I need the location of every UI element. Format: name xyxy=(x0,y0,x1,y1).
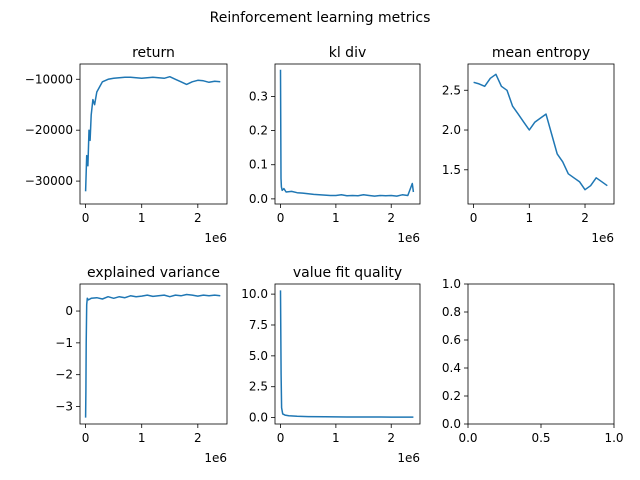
x-tick-label: 1 xyxy=(138,211,146,225)
y-tick-label: −3 xyxy=(55,400,73,414)
y-tick-label: 7.5 xyxy=(249,318,268,332)
x-tick-label: 1 xyxy=(332,211,340,225)
explained-variance-axes-frame xyxy=(79,283,228,425)
y-tick-label: 0.4 xyxy=(442,361,461,375)
x-tick-label: 0 xyxy=(277,211,285,225)
mean-entropy-series-line xyxy=(473,73,608,191)
x-offset-label: 1e6 xyxy=(204,231,227,245)
explained-variance-subplot: 0 1 2 −3 −2 −1 0 explained variance 1e6 xyxy=(55,265,228,465)
x-offset-label: 1e6 xyxy=(397,451,420,465)
y-tick-label: 1.5 xyxy=(442,163,461,177)
return-series-line xyxy=(84,75,221,192)
return-axes-frame xyxy=(79,63,228,205)
value-fit-quality-axes-frame xyxy=(274,283,421,425)
y-tick-label: −1 xyxy=(55,336,73,350)
x-tick-label: 1.0 xyxy=(604,431,623,445)
x-tick-label: 1 xyxy=(138,431,146,445)
x-tick-label: 1 xyxy=(332,431,340,445)
y-tick-label: 0.2 xyxy=(442,389,461,403)
y-tick-label: 0.6 xyxy=(442,333,461,347)
y-tick-label: 10.0 xyxy=(241,287,268,301)
value-fit-quality-subplot: 0 1 2 0.0 2.5 5.0 7.5 10.0 value fit quality 1e6 xyxy=(241,265,421,465)
x-tick-label: 0 xyxy=(277,431,285,445)
y-tick-label: 2.5 xyxy=(442,83,461,97)
x-tick-label: 0 xyxy=(82,211,90,225)
x-tick-label: 2 xyxy=(387,431,395,445)
subplot-title: kl div xyxy=(329,45,367,61)
empty-subplot: 0.0 0.5 1.0 0.0 0.2 0.4 0.6 0.8 1.0 xyxy=(442,277,624,445)
x-tick-label: 0.5 xyxy=(531,431,550,445)
x-tick-label: 0.0 xyxy=(458,431,477,445)
y-tick-label: −10000 xyxy=(25,72,73,86)
subplot-title: return xyxy=(132,45,175,61)
x-tick-label: 1 xyxy=(525,211,533,225)
x-offset-label: 1e6 xyxy=(591,231,614,245)
y-tick-label: −20000 xyxy=(25,123,73,137)
y-tick-label: 0 xyxy=(65,304,73,318)
kl-div-subplot: 0 1 2 0.0 0.1 0.2 0.3 kl div 1e6 xyxy=(249,45,421,245)
kl-div-axes-frame xyxy=(274,63,421,205)
subplot-title: value fit quality xyxy=(293,265,402,281)
y-tick-label: 0.0 xyxy=(249,411,268,425)
figure-title: Reinforcement learning metrics xyxy=(210,10,431,26)
return-subplot: 0 1 2 −30000 −20000 −10000 return 1e6 xyxy=(25,45,228,245)
explained-variance-series-line xyxy=(84,293,221,418)
x-tick-label: 2 xyxy=(194,211,202,225)
y-tick-label: −2 xyxy=(55,368,73,382)
y-tick-label: 0.2 xyxy=(249,124,268,138)
x-tick-label: 2 xyxy=(194,431,202,445)
y-tick-label: 0.1 xyxy=(249,158,268,172)
x-tick-label: 0 xyxy=(470,211,478,225)
y-tick-label: 2.5 xyxy=(249,380,268,394)
subplot-title: explained variance xyxy=(87,265,220,281)
y-tick-label: 0.8 xyxy=(442,305,461,319)
y-tick-label: 0.0 xyxy=(249,192,268,206)
kl-div-series-line xyxy=(279,69,415,197)
y-tick-label: −30000 xyxy=(25,174,73,188)
x-tick-label: 2 xyxy=(387,211,395,225)
y-tick-label: 0.3 xyxy=(249,89,268,103)
empty-axes-frame xyxy=(467,283,615,425)
x-tick-label: 0 xyxy=(82,431,90,445)
y-tick-label: 1.0 xyxy=(442,277,461,291)
value-fit-quality-series-line xyxy=(279,290,414,418)
mean-entropy-axes-frame xyxy=(467,63,615,205)
y-tick-label: 5.0 xyxy=(249,349,268,363)
y-tick-label: 0.0 xyxy=(442,417,461,431)
y-tick-label: 2.0 xyxy=(442,123,461,137)
mean-entropy-subplot: 0 1 2 1.5 2.0 2.5 mean entropy 1e6 xyxy=(442,45,615,245)
subplot-title: mean entropy xyxy=(492,45,590,61)
x-tick-label: 2 xyxy=(581,211,589,225)
x-offset-label: 1e6 xyxy=(204,451,227,465)
x-offset-label: 1e6 xyxy=(397,231,420,245)
